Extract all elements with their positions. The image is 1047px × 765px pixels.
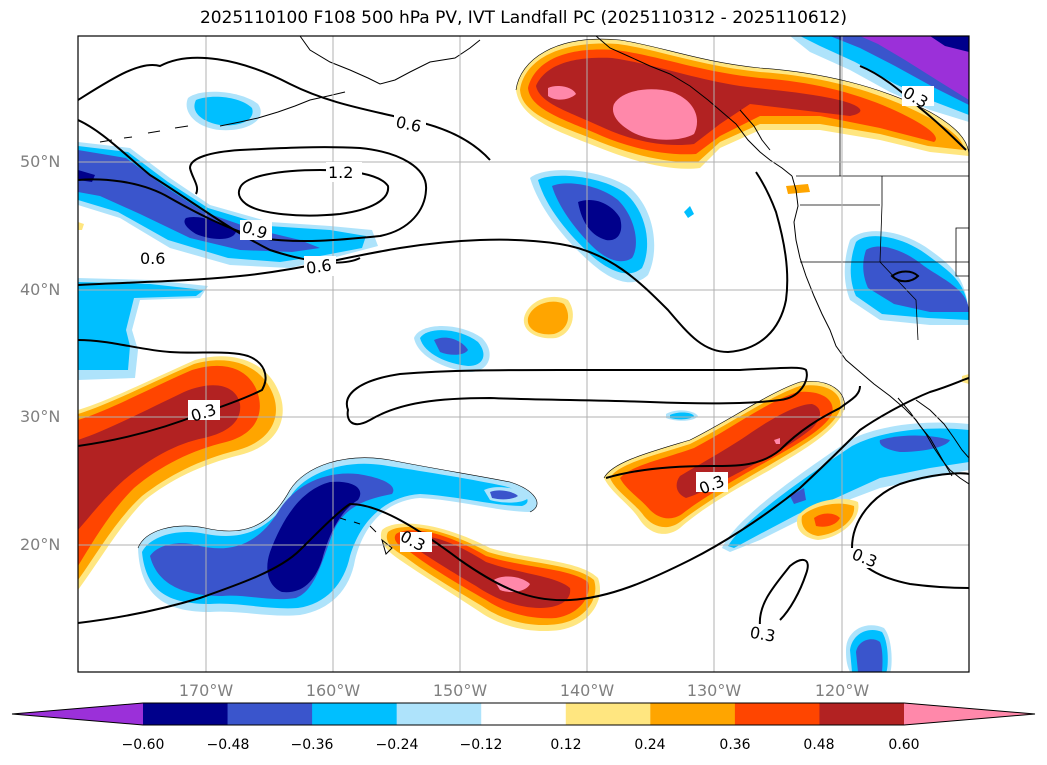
contour-label: 1.2: [328, 163, 353, 182]
contour-mid-small: [890, 270, 920, 283]
colorbar-tick-label: −0.60: [121, 737, 165, 753]
fill-neg-region-es: [790, 488, 806, 504]
map-panel: 0.6 1.2 0.9 0.6 0.6 0.3 0.3 0.3 0.3 0.3 …: [77, 35, 970, 673]
contour-0-3-hi: [78, 377, 969, 624]
contour-0-3-east: [605, 385, 861, 479]
colorbar-tick-label: 0.12: [550, 737, 582, 753]
fill-outlines: [137, 38, 969, 549]
contour-label: 0.6: [140, 249, 165, 268]
longitude-label: 150°W: [432, 681, 488, 700]
map-title: 2025110100 F108 500 hPa PV, IVT Landfall…: [199, 8, 847, 28]
fill-pos-region-edge: [78, 222, 84, 230]
state-borders: [800, 176, 969, 341]
positive-anomaly-fills: [78, 39, 969, 632]
colorbar-swatch: [734, 703, 820, 725]
coastlines: [99, 36, 969, 555]
vancouver-island: [739, 109, 771, 151]
contour-0-3-south: [758, 558, 809, 627]
contour-label: 0.6: [394, 112, 423, 136]
latitude-label: 40°N: [20, 280, 61, 299]
colorbar-swatch: [396, 703, 482, 725]
fill-pos-region-gulf: [612, 89, 698, 140]
colorbar-extend-left: [12, 703, 143, 725]
fill-neg-region-es: [879, 435, 950, 452]
fill-pos-region-hi: [410, 536, 571, 608]
colorbar: [11, 702, 1036, 726]
fill-pos-region-gulf: [536, 57, 861, 146]
colorbar-tick-label: 0.60: [888, 737, 920, 753]
contour-0-3-west: [78, 339, 267, 447]
colorbar-tick-label: −0.48: [206, 737, 250, 753]
contour-0-3-ne: [859, 65, 967, 151]
aleutian-islands: [219, 91, 346, 127]
alaska-coastline: [299, 36, 481, 85]
political-borders: [796, 36, 969, 341]
colorbar-tick-label: 0.24: [634, 737, 666, 753]
contour-0-6-mid: [78, 171, 789, 354]
colorbar-tick-label: −0.12: [459, 737, 503, 753]
fill-neg-region-w: [78, 150, 320, 252]
latitude-label: 30°N: [20, 407, 61, 426]
fill-neg-region-sub: [490, 490, 518, 500]
colorbar-tick-label: 0.48: [803, 737, 835, 753]
fill-neg-region-w: [184, 216, 236, 239]
fill-pos-region-gulf: [548, 86, 576, 100]
fill-neg-region-alaska: [194, 96, 253, 126]
colorbar-swatch: [143, 703, 229, 725]
colorbar-swatch: [227, 703, 313, 725]
colorbar-swatch: [650, 703, 736, 725]
contour-0-6-north: [78, 56, 491, 161]
longitude-label: 140°W: [559, 681, 615, 700]
plot-frame: [77, 35, 970, 673]
contour-label: 0.3: [748, 623, 776, 646]
fill-pos-region-hi: [494, 576, 530, 592]
colorbar-swatch: [481, 703, 567, 725]
longitude-label: 170°W: [178, 681, 234, 700]
colorbar-outline: [11, 702, 1036, 726]
baja-california: [897, 397, 969, 477]
colorbar-swatch: [312, 703, 398, 725]
fill-neg-region-w2: [78, 282, 204, 370]
longitude-label: 120°W: [814, 681, 870, 700]
colorbar-tick-label: −0.24: [375, 737, 419, 753]
colorbar-tick-label: 0.36: [719, 737, 751, 753]
fill-pos-region-small: [527, 301, 569, 335]
fill-neg-region-se: [856, 639, 883, 672]
fill-neg-region-gb: [863, 246, 969, 312]
colorbar-swatch: [819, 703, 905, 725]
contour-label-group: 0.6 1.2 0.9 0.6 0.6 0.3 0.3 0.3 0.3 0.3 …: [140, 83, 934, 646]
outline-e: [603, 381, 845, 479]
fill-neg-region-tiny: [670, 412, 694, 420]
fill-neg-region-c: [684, 206, 694, 218]
fill-pos-region-gulf: [786, 184, 810, 194]
colorbar-swatch: [565, 703, 651, 725]
latitude-label: 50°N: [20, 152, 61, 171]
fill-neg-region-es: [728, 428, 969, 548]
na-west-coast: [791, 175, 969, 485]
colorbar-extend-right: [904, 703, 1035, 725]
colorbar-tick-label: −0.36: [290, 737, 334, 753]
longitude-label: 130°W: [686, 681, 742, 700]
contour-0-9: [78, 146, 428, 243]
contour-label: 0.6: [305, 255, 333, 277]
longitude-label: 160°W: [305, 681, 361, 700]
fill-pos-region-s: [814, 513, 840, 527]
outline-sub: [137, 457, 538, 549]
fill-neg-region-ne: [930, 36, 969, 52]
hawaiian-islands: [339, 517, 393, 555]
gridlines: [78, 36, 969, 672]
colorbar-swatches: [12, 703, 1035, 725]
fill-pos-region-e: [774, 438, 780, 444]
outline-gulf: [515, 38, 969, 157]
fill-neg-region-ne: [860, 36, 969, 100]
fill-neg-region-c: [578, 199, 622, 241]
fill-pos-region-w: [78, 385, 241, 530]
alaska-panhandle: [595, 36, 793, 177]
aleutian-islands-w: [99, 125, 189, 143]
contour-0-3-central: [345, 366, 808, 426]
contour-1-2: [237, 168, 390, 217]
latitude-label: 20°N: [20, 535, 61, 554]
